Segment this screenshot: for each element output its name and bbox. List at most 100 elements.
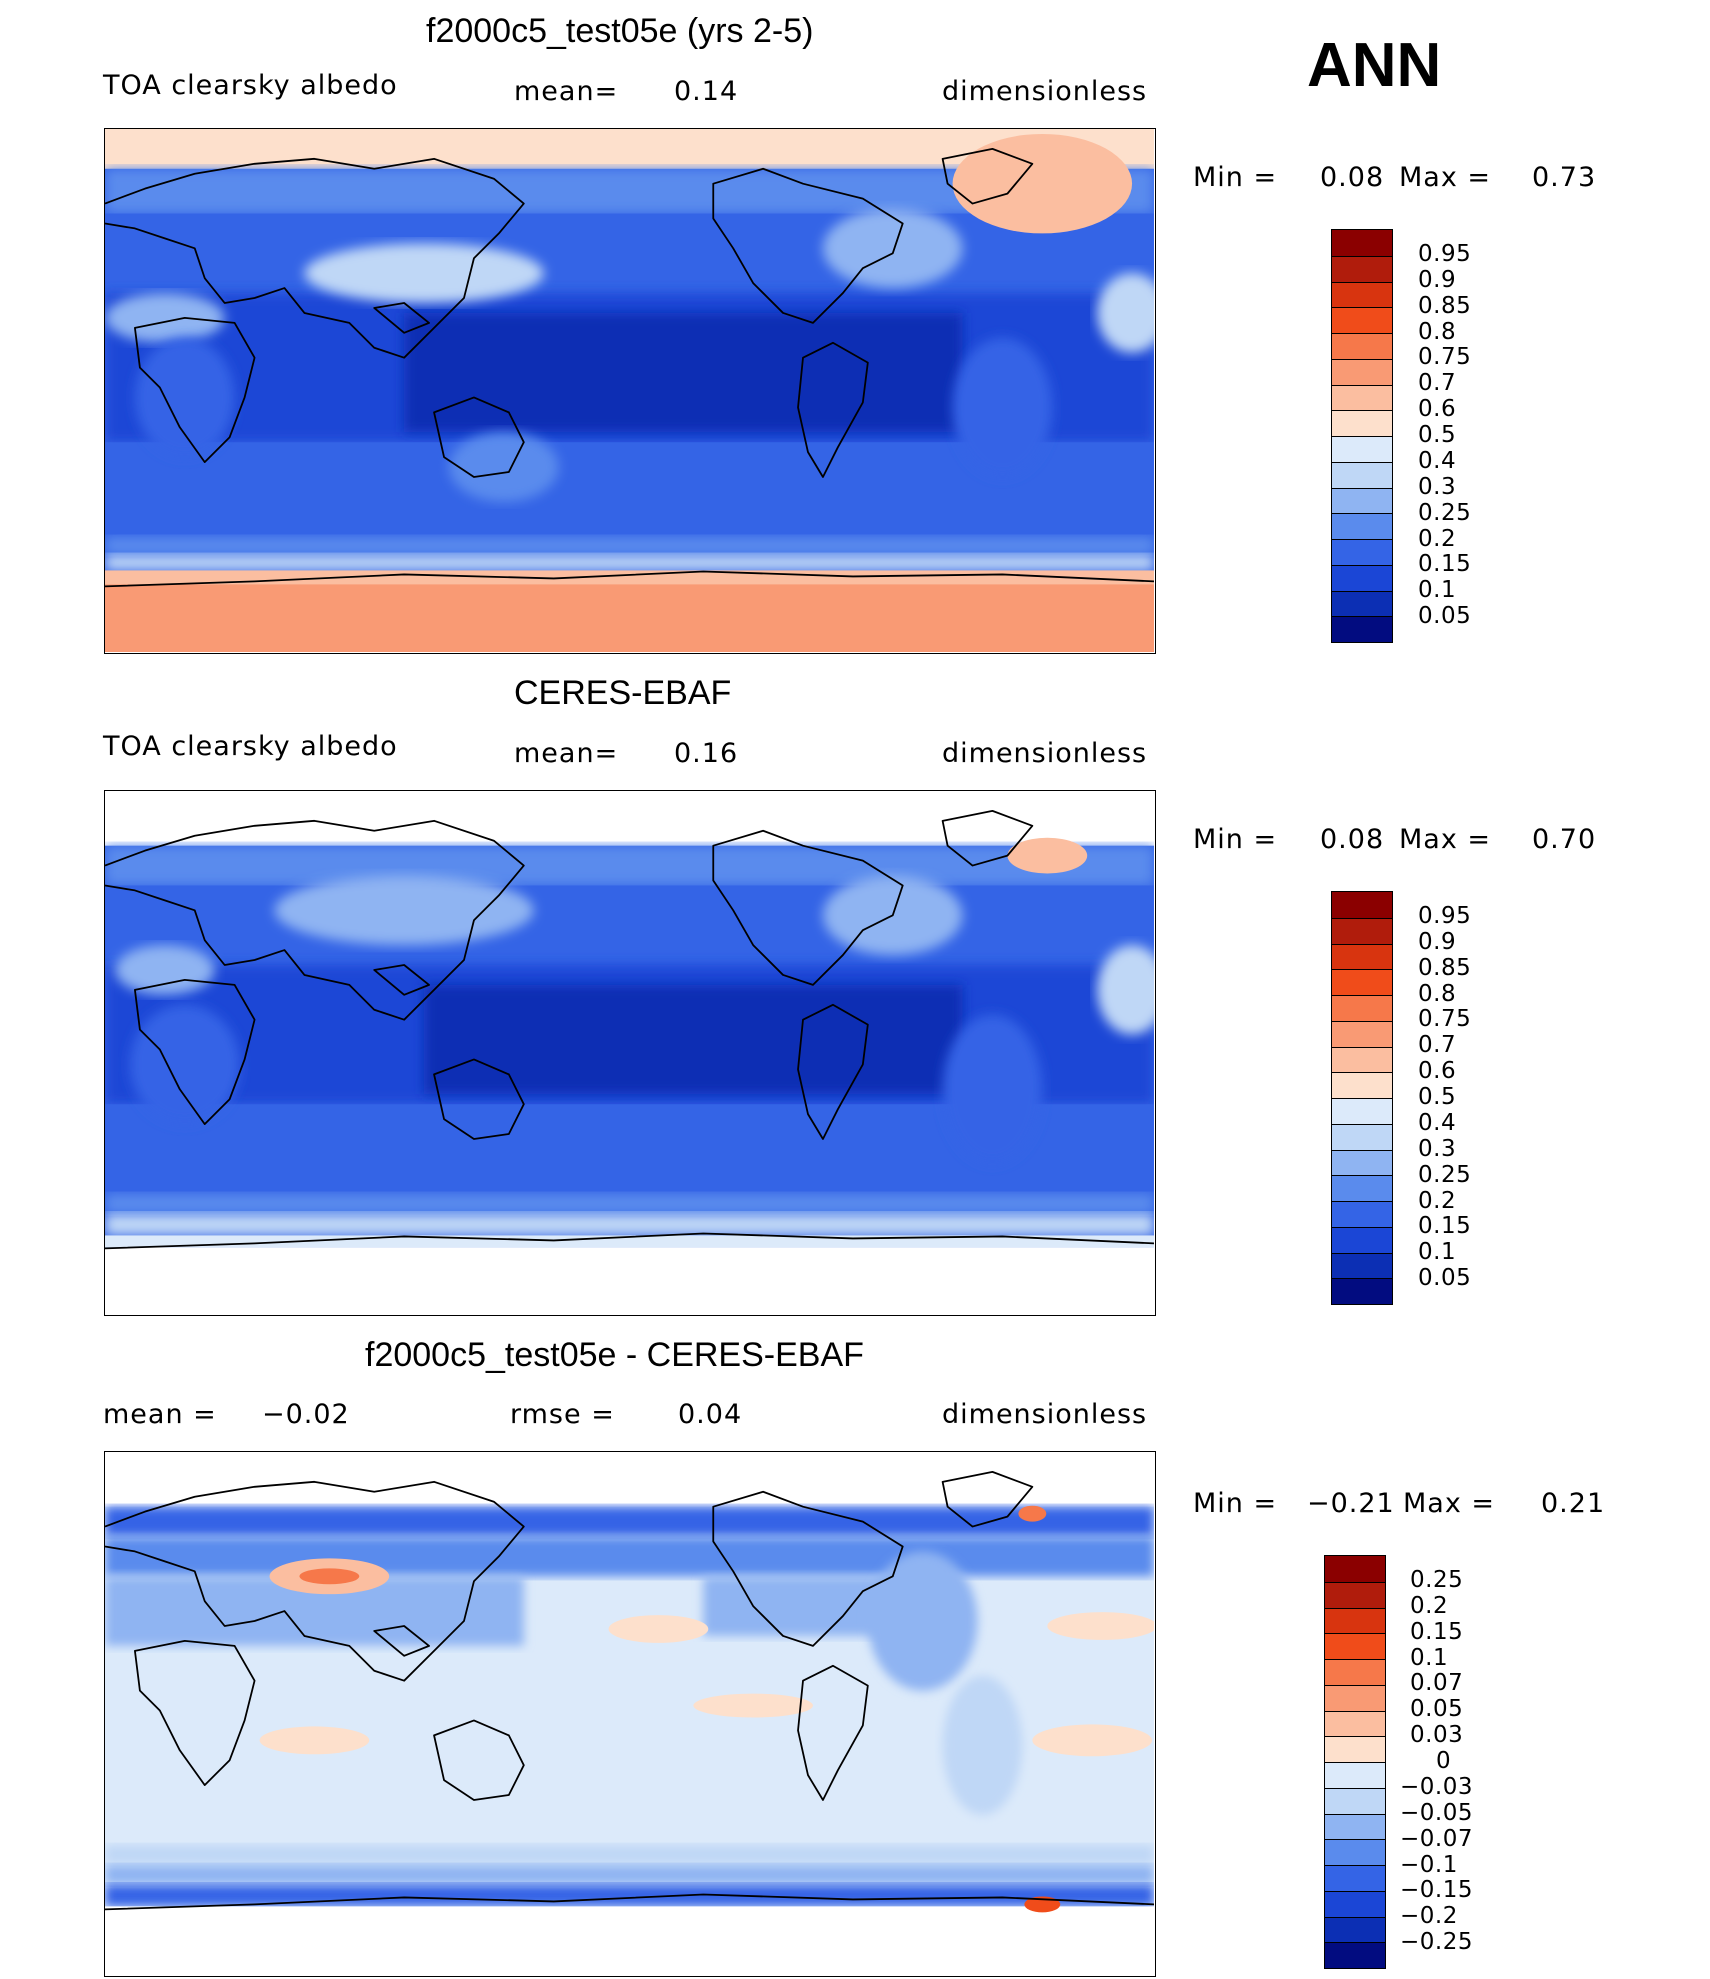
colorbar-tick-label: 0.9 bbox=[1418, 266, 1457, 293]
colorbar-swatch bbox=[1332, 892, 1392, 918]
colorbar-swatch bbox=[1325, 1556, 1385, 1582]
colorbar-tick-label: 0.15 bbox=[1418, 1213, 1472, 1240]
panel-1-title: f2000c5_test05e (yrs 2-5) bbox=[426, 12, 814, 50]
colorbar-swatch bbox=[1332, 1201, 1392, 1227]
panel-3-min-value: −0.21 bbox=[1307, 1488, 1395, 1519]
colorbar-swatch bbox=[1332, 969, 1392, 995]
colorbar-tick-label: 0.25 bbox=[1418, 1161, 1472, 1188]
colorbar-tick-label: 0.2 bbox=[1418, 525, 1457, 552]
colorbar-swatch bbox=[1332, 1123, 1392, 1150]
colorbar-swatch bbox=[1325, 1607, 1385, 1634]
colorbar-swatch bbox=[1325, 1813, 1385, 1840]
colorbar-tick-label: 0.05 bbox=[1418, 1265, 1472, 1292]
panel-2-map bbox=[104, 790, 1156, 1316]
colorbar-tick-label: 0.8 bbox=[1418, 980, 1457, 1007]
colorbar-tick-label: 0.2 bbox=[1410, 1592, 1449, 1619]
colorbar-swatch bbox=[1332, 358, 1392, 385]
colorbar-swatch bbox=[1332, 487, 1392, 514]
panel-2-contour-field bbox=[105, 791, 1154, 1314]
colorbar-tick-label: 0.75 bbox=[1418, 1006, 1472, 1033]
colorbar-tick-label: 0.75 bbox=[1418, 344, 1472, 371]
colorbar-tick-label: −0.07 bbox=[1400, 1825, 1473, 1852]
colorbar-swatch bbox=[1332, 539, 1392, 565]
colorbar-swatch bbox=[1332, 995, 1392, 1021]
colorbar-tick-label: −0.03 bbox=[1400, 1773, 1473, 1800]
colorbar-tick-label: 0.3 bbox=[1418, 473, 1457, 500]
panel-1-min-label: Min = bbox=[1193, 162, 1278, 193]
colorbar-tick-label: 0.05 bbox=[1410, 1696, 1464, 1723]
colorbar-2-ticks: 0.95 0.9 0.85 0.8 0.75 0.7 0.6 0.5 0.4 0.3 0.25 0.2… bbox=[1408, 891, 1488, 1305]
colorbar-tick-label: 0.95 bbox=[1418, 240, 1472, 267]
colorbar-1 bbox=[1331, 229, 1393, 643]
colorbar-tick-label: 0.5 bbox=[1418, 1084, 1457, 1110]
colorbar-tick-label: 0.6 bbox=[1418, 1058, 1457, 1085]
colorbar-tick-label: −0.05 bbox=[1400, 1799, 1473, 1826]
colorbar-2 bbox=[1331, 891, 1393, 1305]
colorbar-swatch bbox=[1332, 1252, 1392, 1279]
colorbar-swatch bbox=[1332, 1278, 1392, 1304]
colorbar-tick-label: 0.03 bbox=[1410, 1722, 1464, 1749]
colorbar-swatch bbox=[1332, 436, 1392, 462]
colorbar-swatch bbox=[1332, 333, 1392, 359]
colorbar-tick-label: 0.1 bbox=[1418, 577, 1457, 604]
colorbar-swatch bbox=[1325, 1762, 1385, 1788]
colorbar-swatch bbox=[1325, 1633, 1385, 1659]
colorbar-swatch bbox=[1325, 1839, 1385, 1865]
panel-3-contour-field bbox=[105, 1452, 1154, 1975]
colorbar-tick-label: 0.25 bbox=[1410, 1566, 1464, 1593]
panel-1-mean-value: 0.14 bbox=[674, 76, 739, 107]
colorbar-tick-label: 0.4 bbox=[1418, 1109, 1457, 1136]
colorbar-swatch bbox=[1332, 307, 1392, 333]
panel-3-units: dimensionless bbox=[942, 1399, 1148, 1430]
colorbar-swatch bbox=[1325, 1942, 1385, 1968]
colorbar-swatch bbox=[1332, 1046, 1392, 1073]
panel-2-units: dimensionless bbox=[942, 738, 1148, 769]
colorbar-tick-label: −0.1 bbox=[1400, 1851, 1458, 1878]
colorbar-swatch bbox=[1325, 1684, 1385, 1711]
colorbar-swatch bbox=[1325, 1865, 1385, 1891]
colorbar-tick-label: 0.2 bbox=[1418, 1187, 1457, 1214]
colorbar-tick-label: 0.4 bbox=[1418, 447, 1457, 474]
panel-1-mean-label: mean= bbox=[514, 76, 619, 107]
colorbar-tick-label: 0.6 bbox=[1418, 396, 1457, 423]
panel-2-mean-value: 0.16 bbox=[674, 738, 739, 769]
panel-3-max-value: 0.21 bbox=[1541, 1488, 1606, 1519]
colorbar-tick-label: 0.8 bbox=[1418, 318, 1457, 345]
panel-2-field-label: TOA clearsky albedo bbox=[103, 731, 398, 762]
colorbar-tick-label: −0.25 bbox=[1400, 1929, 1473, 1956]
colorbar-swatch bbox=[1332, 461, 1392, 488]
colorbar-swatch bbox=[1325, 1581, 1385, 1608]
colorbar-swatch bbox=[1332, 281, 1392, 308]
colorbar-swatch bbox=[1332, 590, 1392, 617]
panel-2-mean-label: mean= bbox=[514, 738, 619, 769]
colorbar-tick-label: 0.5 bbox=[1418, 422, 1457, 448]
panel-2-max-label: Max = bbox=[1399, 824, 1492, 855]
colorbar-swatch bbox=[1332, 1098, 1392, 1124]
colorbar-swatch bbox=[1332, 1226, 1392, 1253]
colorbar-tick-label: 0 bbox=[1436, 1748, 1452, 1774]
colorbar-swatch bbox=[1332, 943, 1392, 970]
panel-1-min-value: 0.08 bbox=[1320, 162, 1385, 193]
colorbar-1-ticks: 0.95 0.9 0.85 0.8 0.75 0.7 0.6 0.5 0.4 0.3 0.25 0.2… bbox=[1408, 229, 1488, 643]
panel-3-rmse-label: rmse = bbox=[510, 1399, 615, 1430]
colorbar-tick-label: 0.95 bbox=[1418, 902, 1472, 929]
panel-3-mean-value: −0.02 bbox=[262, 1399, 350, 1430]
colorbar-tick-label: 0.7 bbox=[1418, 370, 1457, 397]
colorbar-swatch bbox=[1332, 384, 1392, 411]
panel-3-min-label: Min = bbox=[1193, 1488, 1278, 1519]
season-label: ANN bbox=[1307, 31, 1442, 100]
panel-1-contour-field bbox=[105, 129, 1154, 652]
panel-1-max-value: 0.73 bbox=[1532, 162, 1597, 193]
colorbar-tick-label: −0.2 bbox=[1400, 1903, 1458, 1930]
colorbar-3 bbox=[1324, 1555, 1386, 1969]
colorbar-tick-label: 0.85 bbox=[1418, 292, 1472, 319]
colorbar-tick-label: 0.7 bbox=[1418, 1032, 1457, 1059]
colorbar-tick-label: 0.15 bbox=[1418, 551, 1472, 578]
panel-2-title: CERES-EBAF bbox=[514, 674, 732, 712]
panel-2-min-label: Min = bbox=[1193, 824, 1278, 855]
colorbar-swatch bbox=[1325, 1710, 1385, 1737]
colorbar-swatch bbox=[1325, 1659, 1385, 1685]
colorbar-tick-label: 0.1 bbox=[1410, 1644, 1449, 1671]
colorbar-swatch bbox=[1332, 1072, 1392, 1098]
panel-3-rmse-value: 0.04 bbox=[678, 1399, 743, 1430]
